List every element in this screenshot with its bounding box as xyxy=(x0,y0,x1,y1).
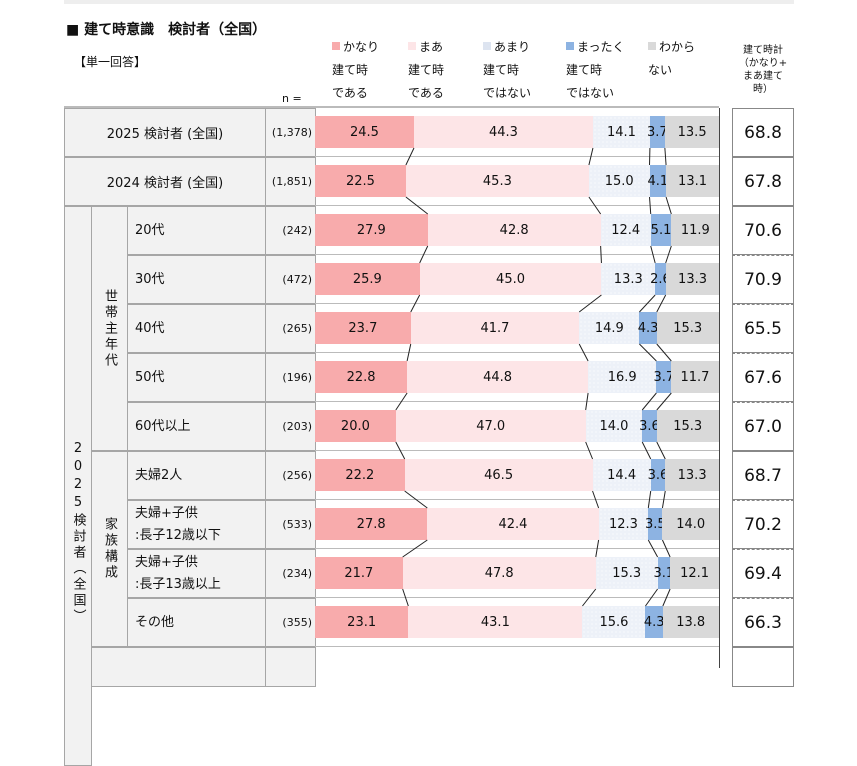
connector-line xyxy=(579,344,588,361)
connector-line xyxy=(657,393,672,410)
connector-line xyxy=(662,491,665,508)
connector-line xyxy=(663,589,670,606)
connector-line xyxy=(586,442,593,459)
connector-line xyxy=(665,148,666,165)
connector-line xyxy=(662,540,670,557)
connector-line xyxy=(405,491,428,508)
connector-line xyxy=(403,540,428,557)
connector-line xyxy=(420,246,428,263)
connector-line xyxy=(639,295,655,312)
connector-line xyxy=(642,442,650,459)
connector-line xyxy=(666,197,671,214)
connector-line xyxy=(657,344,672,361)
connector-line xyxy=(596,540,599,557)
connector-line xyxy=(650,197,651,214)
connector-line xyxy=(657,295,666,312)
connector-line xyxy=(396,393,407,410)
connector-line xyxy=(601,246,602,263)
connector-line xyxy=(642,393,656,410)
connector-line xyxy=(407,344,411,361)
connector-line xyxy=(406,197,428,214)
connector-line xyxy=(396,442,405,459)
connector-line xyxy=(651,246,655,263)
connector-line xyxy=(648,540,657,557)
row-n xyxy=(265,647,316,687)
connector-line xyxy=(586,393,588,410)
connector-line xyxy=(579,295,601,312)
connector-line xyxy=(589,148,593,165)
connector-line xyxy=(657,442,665,459)
connector-line xyxy=(582,589,595,606)
row-label xyxy=(91,647,266,687)
connector-line xyxy=(593,491,599,508)
connector-line xyxy=(403,589,409,606)
connector-line xyxy=(639,344,656,361)
connector-line xyxy=(406,148,414,165)
connector-line xyxy=(648,491,650,508)
connector-lines xyxy=(0,0,857,653)
connector-line xyxy=(411,295,420,312)
connector-line xyxy=(666,246,672,263)
connector-line xyxy=(589,197,601,214)
connector-line xyxy=(645,589,657,606)
total-box xyxy=(732,647,794,687)
